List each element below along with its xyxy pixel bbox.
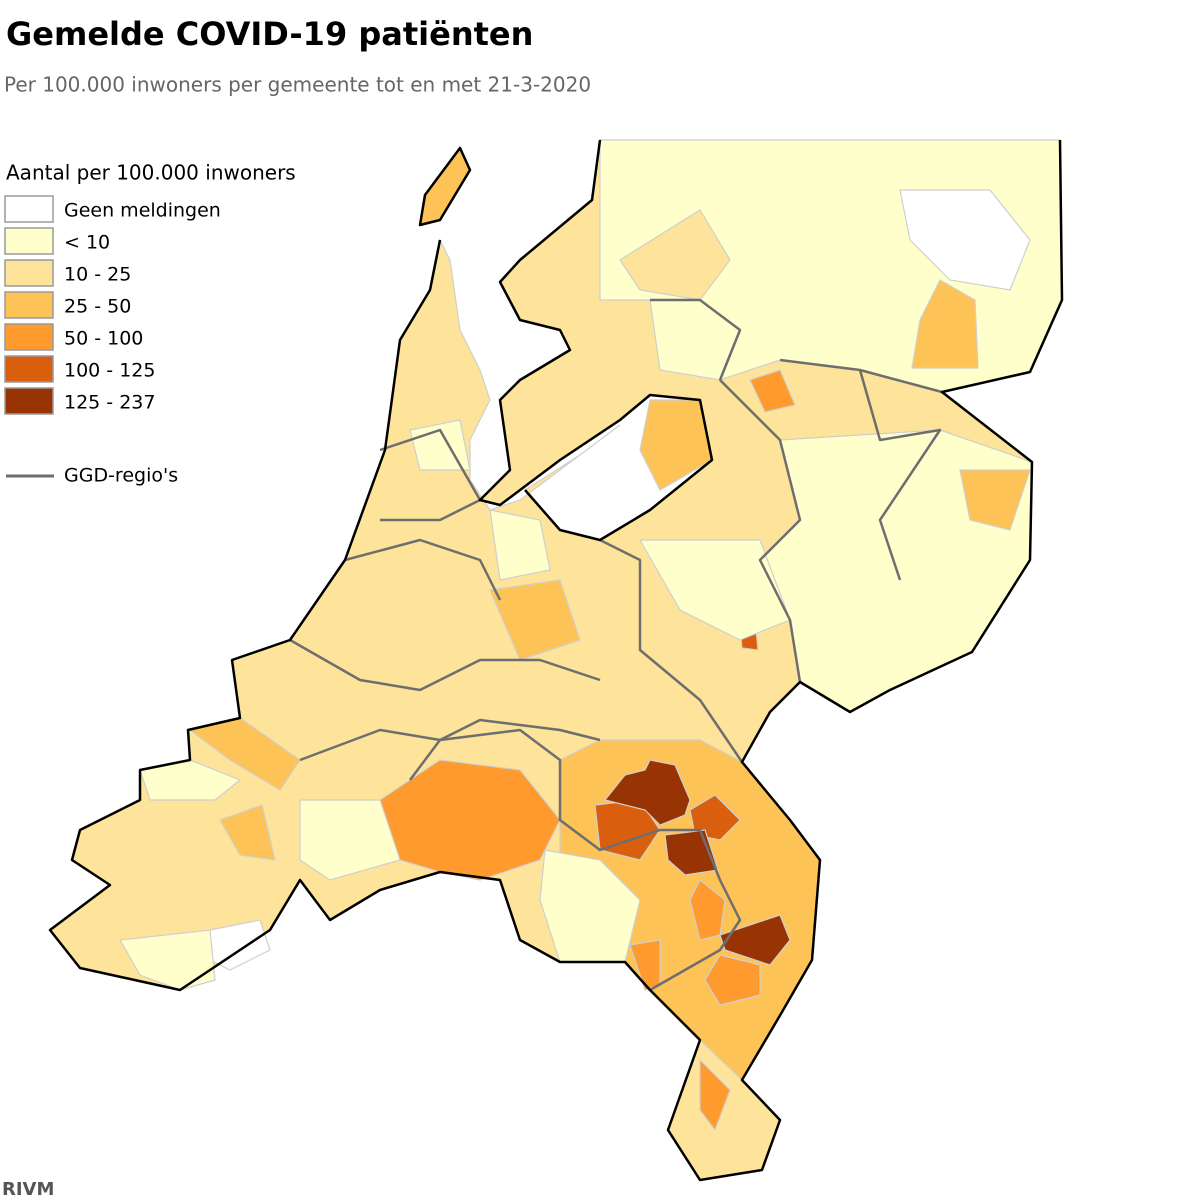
legend-swatch: [4, 387, 54, 415]
source: RIVM: [2, 1179, 54, 1200]
ggd-border: [344, 538, 502, 601]
legend-label: < 10: [64, 232, 110, 254]
legend-title: Aantal per 100.000 inwoners: [6, 161, 296, 185]
subtitle: Per 100.000 inwoners per gemeente tot en…: [4, 73, 591, 97]
region: [299, 799, 401, 881]
region: [959, 469, 1031, 531]
region: [704, 954, 761, 1006]
region: [379, 759, 561, 881]
ggd-border: [299, 718, 601, 762]
legend-label: 50 - 100: [64, 328, 143, 350]
legend-label: Geen meldingen: [64, 200, 221, 222]
title: Gemelde COVID-19 patiënten: [6, 15, 533, 53]
legend: Geen meldingen < 10 10 - 25 25 - 50 50 - 100…: [4, 195, 221, 415]
ggd-borders: [289, 298, 943, 992]
ggd-border: [858, 369, 942, 581]
legend-label: 100 - 125: [64, 360, 155, 382]
texel-coast: [418, 146, 472, 227]
region: [489, 579, 581, 661]
ggd-border: [650, 298, 742, 381]
legend-swatch: [4, 227, 54, 255]
region: [719, 914, 791, 966]
coastline: [48, 139, 1064, 1182]
region: [911, 279, 979, 369]
ggd-border: [409, 728, 742, 992]
legend-label: 25 - 50: [64, 296, 131, 318]
ggd-border: [599, 538, 744, 763]
legend-label: 125 - 237: [64, 392, 155, 414]
legend-swatch: [4, 195, 54, 223]
map: [49, 139, 1063, 1181]
region: [699, 1058, 731, 1132]
region: [638, 539, 791, 641]
region: [899, 189, 1031, 291]
legend-swatch: [4, 355, 54, 383]
region: [489, 509, 551, 581]
legend-swatch: [4, 259, 54, 287]
legend-swatch: [4, 323, 54, 351]
region: [603, 759, 691, 826]
legend-label: GGD-regio's: [64, 465, 178, 487]
legend-label: 10 - 25: [64, 264, 131, 286]
region: [119, 929, 216, 991]
legend-swatch: [4, 291, 54, 319]
region: [689, 879, 726, 941]
ggd-border: [289, 638, 601, 692]
region: [219, 804, 276, 861]
ggd-border: [719, 379, 802, 683]
region: [619, 209, 731, 301]
region: [749, 369, 796, 413]
